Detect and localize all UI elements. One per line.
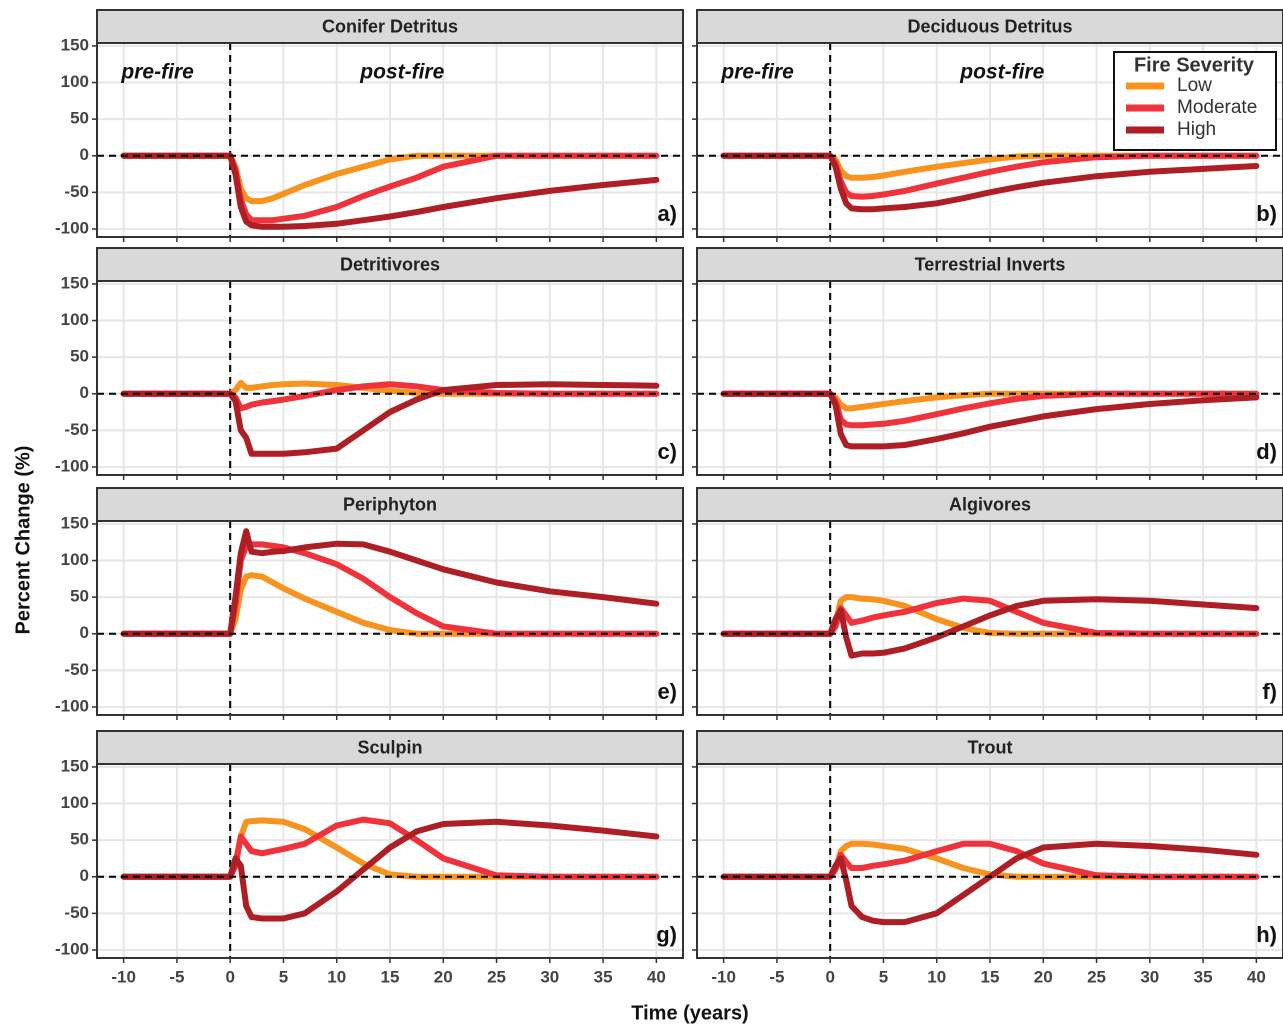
panel-label: h) <box>1256 922 1277 947</box>
legend-label: High <box>1177 119 1216 140</box>
y-tick-label: -50 <box>64 903 89 922</box>
x-tick-label: -10 <box>711 967 736 986</box>
y-axis-label: Percent Change (%) <box>12 446 34 635</box>
annotation: post-fire <box>959 61 1044 84</box>
annotation: post-fire <box>359 61 444 84</box>
x-tick-label: 30 <box>1140 967 1159 986</box>
legend-label: Low <box>1177 75 1212 96</box>
panel-title: Terrestrial Inverts <box>915 254 1066 274</box>
y-tick-label: 100 <box>61 793 89 812</box>
panel-label: a) <box>657 201 677 226</box>
y-tick-label: 0 <box>80 383 89 402</box>
y-tick-label: -50 <box>64 660 89 679</box>
panel-label: e) <box>657 679 677 704</box>
panel-title: Periphyton <box>343 494 437 514</box>
x-axis-label: Time (years) <box>631 1002 748 1024</box>
y-tick-label: 150 <box>61 35 89 54</box>
panel-title: Detritivores <box>340 254 440 274</box>
panel-label: d) <box>1256 439 1277 464</box>
x-tick-label: 25 <box>487 967 506 986</box>
x-tick-label: 40 <box>1247 967 1266 986</box>
panel-label: g) <box>656 922 677 947</box>
panel-label: c) <box>657 439 677 464</box>
panel-label: b) <box>1256 201 1277 226</box>
panel-title: Conifer Detritus <box>322 16 458 36</box>
y-tick-label: 150 <box>61 756 89 775</box>
x-tick-label: 40 <box>647 967 666 986</box>
panel-label: f) <box>1262 679 1277 704</box>
x-tick-label: 20 <box>434 967 453 986</box>
x-tick-label: 10 <box>327 967 346 986</box>
panel-title: Trout <box>968 737 1013 757</box>
y-tick-label: 50 <box>70 830 89 849</box>
y-tick-label: 50 <box>70 587 89 606</box>
legend-label: Moderate <box>1177 97 1257 118</box>
x-tick-label: 15 <box>981 967 1000 986</box>
x-tick-label: -5 <box>169 967 184 986</box>
x-tick-label: -10 <box>111 967 136 986</box>
x-tick-label: -5 <box>769 967 784 986</box>
y-tick-label: -50 <box>64 182 89 201</box>
x-tick-label: 0 <box>225 967 234 986</box>
figure: Percent Change (%) Time (years) Conifer … <box>0 0 1283 1027</box>
panel-title: Sculpin <box>357 737 422 757</box>
y-tick-label: -100 <box>55 696 89 715</box>
y-tick-label: 0 <box>80 866 89 885</box>
y-tick-label: -100 <box>55 456 89 475</box>
y-tick-label: 150 <box>61 513 89 532</box>
x-tick-label: 15 <box>381 967 400 986</box>
panel-title: Algivores <box>949 494 1031 514</box>
y-tick-label: -100 <box>55 939 89 958</box>
x-tick-label: 35 <box>1194 967 1213 986</box>
x-tick-label: 0 <box>825 967 834 986</box>
legend-title: Fire Severity <box>1134 54 1255 76</box>
annotation: pre-fire <box>120 61 194 84</box>
y-tick-label: 150 <box>61 273 89 292</box>
annotation: pre-fire <box>720 61 794 84</box>
y-tick-label: -50 <box>64 420 89 439</box>
x-tick-label: 20 <box>1034 967 1053 986</box>
y-tick-label: 100 <box>61 550 89 569</box>
y-tick-label: 0 <box>80 145 89 164</box>
x-tick-label: 5 <box>279 967 288 986</box>
panel-title: Deciduous Detritus <box>907 16 1072 36</box>
x-tick-label: 25 <box>1087 967 1106 986</box>
x-tick-label: 5 <box>879 967 888 986</box>
x-tick-label: 35 <box>594 967 613 986</box>
y-tick-label: 100 <box>61 72 89 91</box>
y-tick-label: 50 <box>70 109 89 128</box>
x-tick-label: 30 <box>540 967 559 986</box>
x-tick-label: 10 <box>927 967 946 986</box>
y-tick-label: 100 <box>61 310 89 329</box>
y-tick-label: -100 <box>55 218 89 237</box>
y-tick-label: 0 <box>80 623 89 642</box>
y-tick-label: 50 <box>70 347 89 366</box>
